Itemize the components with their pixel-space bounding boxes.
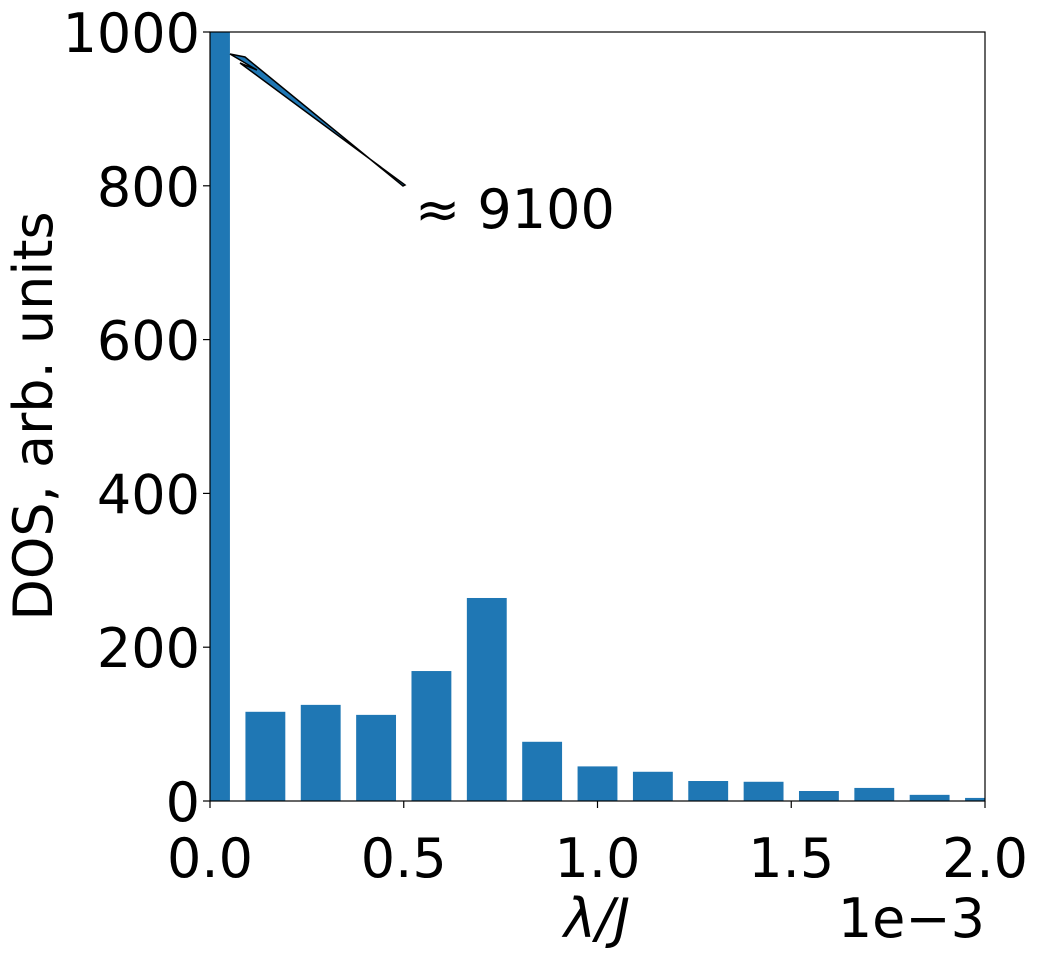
plot-area — [210, 32, 985, 801]
x-axis-label: λ/J — [561, 887, 630, 950]
y-tick-label: 400 — [97, 463, 200, 526]
y-tick-label: 200 — [97, 617, 200, 680]
bar — [909, 794, 950, 801]
annotation: ≈ 9100 — [415, 178, 615, 241]
bar — [245, 711, 286, 801]
bar — [522, 741, 563, 801]
axes-frame — [209, 31, 986, 802]
bar — [356, 714, 397, 801]
bar — [411, 671, 452, 801]
bar — [300, 704, 341, 801]
bar — [798, 791, 839, 801]
bar — [577, 766, 618, 801]
x-tick-label: 2.0 — [942, 827, 1028, 890]
x-tick-label: 0.0 — [167, 827, 253, 890]
y-tick-label: 600 — [97, 310, 200, 373]
bar — [632, 771, 673, 801]
x-tick-label: 1.0 — [555, 827, 641, 890]
bar — [688, 781, 729, 801]
bar — [743, 781, 784, 801]
y-tick-label: 800 — [97, 156, 200, 219]
bar — [466, 597, 507, 801]
y-axis-label: DOS, arb. units — [2, 211, 65, 620]
y-tick-label: 0 — [166, 771, 200, 834]
x-tick-label: 1.5 — [748, 827, 834, 890]
bar — [210, 32, 230, 801]
annotation-arrow — [229, 53, 407, 187]
bar — [965, 797, 985, 801]
x-offset-label: 1e−3 — [838, 887, 985, 950]
bar — [854, 787, 895, 801]
y-tick-label: 1000 — [63, 2, 200, 65]
x-tick-label: 0.5 — [361, 827, 447, 890]
